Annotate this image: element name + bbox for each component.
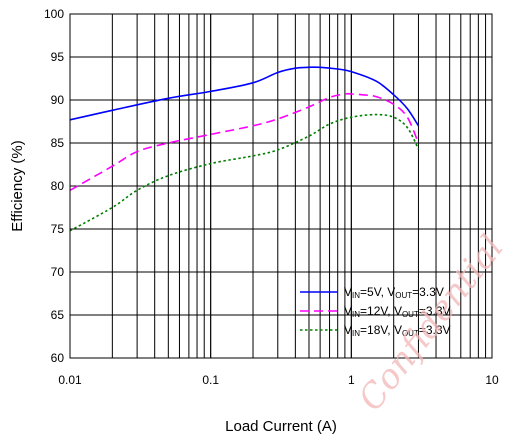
- legend-text-part: =18V, V: [360, 323, 402, 337]
- y-tick-label: 85: [51, 136, 65, 150]
- legend-text-part: =3.3V: [419, 304, 451, 318]
- legend-text-part: V: [344, 304, 352, 318]
- y-tick-label: 95: [51, 50, 65, 64]
- legend-text-part: V: [344, 285, 352, 299]
- legend-subscript: OUT: [395, 291, 412, 300]
- tick-labels: 0.01 0.1 1 10 60 65 70 75 80 85 90 95 100: [44, 7, 499, 387]
- legend-text-part: =3.3V: [412, 285, 444, 299]
- y-tick-label: 60: [51, 351, 65, 365]
- x-tick-label: 0.01: [58, 373, 82, 387]
- series-layer: [69, 66, 420, 232]
- legend-text-part: V: [344, 323, 352, 337]
- legend-label-3: VIN=18V, VOUT=3.3V: [344, 323, 451, 338]
- legend-subscript: IN: [352, 291, 360, 300]
- y-tick-label: 80: [51, 179, 65, 193]
- series-line-3: [69, 113, 420, 232]
- legend-subscript: OUT: [402, 329, 419, 338]
- y-tick-label: 100: [44, 7, 64, 21]
- y-tick-label: 90: [51, 93, 65, 107]
- plot-frame: [69, 13, 493, 359]
- legend-subscript: IN: [352, 329, 360, 338]
- legend-text-part: =5V, V: [360, 285, 395, 299]
- y-tick-label: 75: [51, 222, 65, 236]
- legend-subscript: IN: [352, 310, 360, 319]
- x-tick-label: 10: [485, 373, 499, 387]
- x-tick-label: 0.1: [202, 373, 219, 387]
- legend-text-part: =3.3V: [419, 323, 451, 337]
- x-tick-label: 1: [348, 373, 355, 387]
- x-axis-title: Load Current (A): [225, 418, 337, 435]
- y-tick-label: 70: [51, 265, 65, 279]
- legend-subscript: OUT: [402, 310, 419, 319]
- series-line-1: [69, 66, 420, 127]
- y-axis-title: Efficiency (%): [9, 140, 26, 231]
- legend-text-part: =12V, V: [360, 304, 402, 318]
- y-tick-label: 65: [51, 308, 65, 322]
- series-line-2: [69, 92, 420, 191]
- legend-label-2: VIN=12V, VOUT=3.3V: [344, 304, 451, 319]
- legend-label-1: VIN=5V, VOUT=3.3V: [344, 285, 444, 300]
